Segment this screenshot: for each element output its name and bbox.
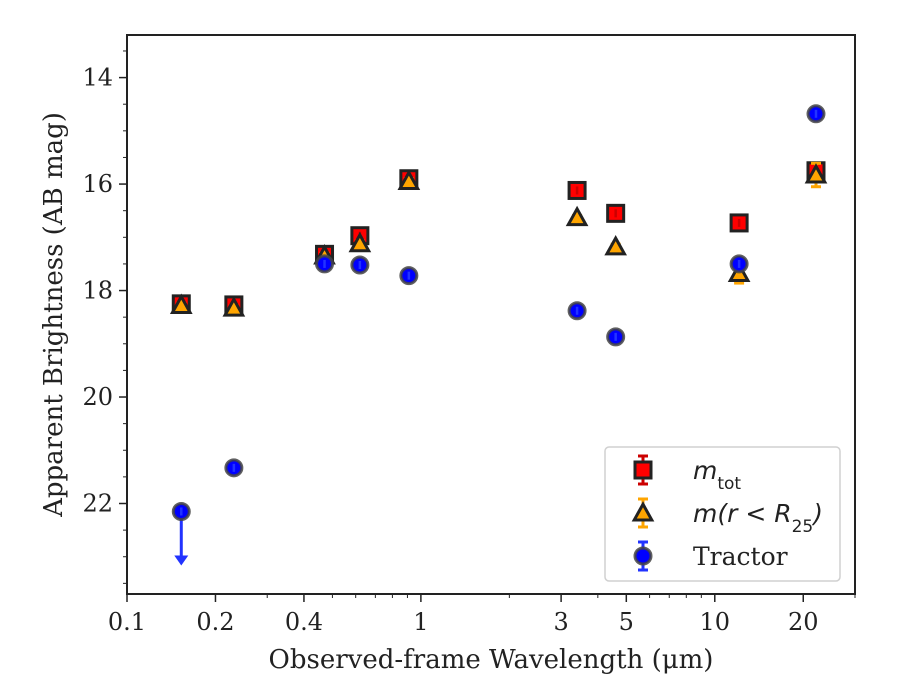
- data-point: [804, 163, 828, 184]
- x-tick-label: 3: [553, 608, 568, 636]
- legend-label: Tractor: [693, 542, 788, 571]
- series-1: [171, 161, 826, 315]
- legend-entry: m(r < R25): [631, 497, 823, 537]
- x-tick-label: 0.1: [108, 608, 146, 636]
- y-tick-label: 14: [82, 64, 113, 92]
- x-tick-label: 20: [788, 608, 819, 636]
- legend-label: m(r < R25): [693, 499, 823, 537]
- x-tick-label: 5: [619, 608, 634, 636]
- x-tick-label: 0.4: [285, 608, 323, 636]
- legend-marker: [633, 546, 653, 566]
- data-point: [604, 234, 628, 256]
- plot-frame: [126, 34, 856, 595]
- y-axis-label: Apparent Brightness (AB mag): [39, 112, 69, 518]
- x-tick-label: 1: [413, 608, 428, 636]
- data-point: [565, 205, 589, 227]
- legend-entry: mtot: [633, 454, 741, 494]
- legend-entry: Tractor: [633, 540, 788, 572]
- y-tick-label: 22: [82, 489, 113, 517]
- series-3: [171, 104, 826, 566]
- x-tick-label: 0.2: [196, 608, 234, 636]
- legend-marker: [631, 501, 655, 522]
- data-point: [348, 231, 372, 253]
- data-point: [222, 296, 246, 317]
- data-point: [169, 293, 193, 314]
- y-tick-label: 16: [82, 170, 113, 198]
- axis-ticks: 0.1 0.2 0.4 1 3 5 10 20 14 16 18 20 22: [82, 50, 856, 636]
- legend-marker: [633, 460, 653, 480]
- x-axis-label: Observed-frame Wavelength (μm): [269, 645, 714, 675]
- legend-label: mtot: [693, 456, 741, 494]
- upper-limit-arrowhead: [174, 555, 189, 566]
- series-2: [169, 161, 828, 317]
- plot-marks: [169, 104, 828, 566]
- y-tick-label: 18: [82, 277, 113, 305]
- legend: mtot m(r < R25) Tractor: [604, 446, 841, 582]
- data-point: [397, 169, 421, 190]
- legend-box: [604, 446, 841, 582]
- x-tick-label: 10: [700, 608, 731, 636]
- y-tick-label: 20: [82, 383, 113, 411]
